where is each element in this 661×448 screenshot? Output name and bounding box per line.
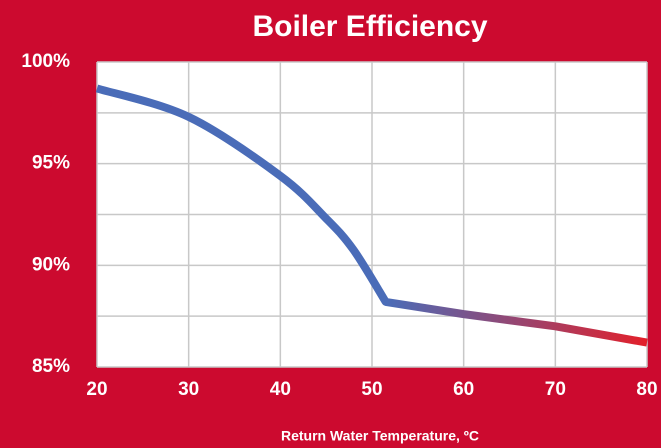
x-tick-label: 70	[545, 379, 566, 400]
x-tick-label: 20	[86, 379, 107, 400]
y-tick-label: 90%	[32, 254, 70, 275]
x-axis-label: Return Water Temperature, ºC	[281, 428, 479, 444]
x-tick-label: 30	[178, 379, 199, 400]
x-tick-label: 40	[270, 379, 291, 400]
x-tick-label: 50	[361, 379, 382, 400]
chart-title: Boiler Efficiency	[252, 10, 487, 43]
y-tick-label: 85%	[32, 356, 70, 377]
y-tick-label: 95%	[32, 153, 70, 174]
y-tick-label: 100%	[21, 51, 70, 72]
x-tick-label: 80	[636, 379, 657, 400]
series-line	[95, 84, 648, 347]
x-tick-label: 60	[453, 379, 474, 400]
